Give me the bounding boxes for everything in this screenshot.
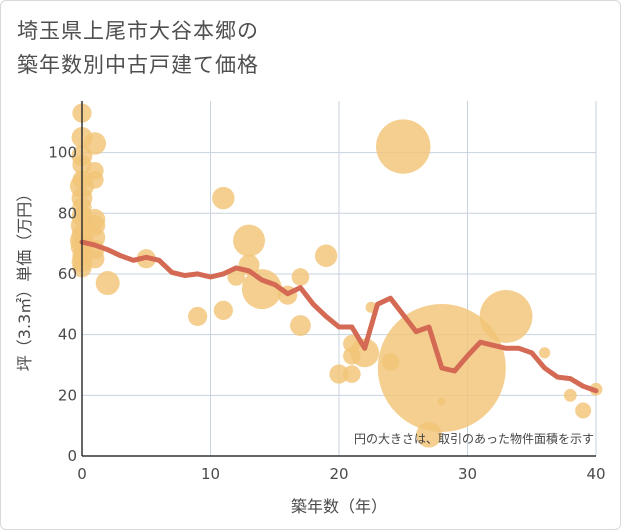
scatter-point-30 [233,224,266,257]
scatter-point-50 [563,388,577,402]
scatter-point-44 [376,119,431,174]
scatter-point-40 [343,365,361,383]
axes [81,101,596,457]
y-tick-label-20: 20 [58,386,77,404]
scatter-point-28 [213,300,233,320]
bubble-size-note: 円の大きさは、取引のあった物件面積を示す [354,431,594,446]
scatter-point-24 [95,271,120,296]
scatter-point-26 [188,306,208,327]
x-tick-label-10: 10 [201,465,220,483]
y-tick-label-80: 80 [58,204,77,222]
scatter-point-37 [329,364,349,384]
y-axis-label: 坪（3.3㎡）単価（万円） [15,186,34,371]
x-tick-label-30: 30 [458,465,477,483]
average-price-line [79,239,599,394]
y-tick-label-100: 100 [48,144,77,162]
grid-lines [82,101,597,456]
x-tick-label-40: 40 [586,465,605,483]
chart-title: 埼玉県上尾市大谷本郷の 築年数別中古戸建て価格 [17,19,259,77]
y-tick-label-0: 0 [67,447,77,465]
scatter-point-27 [212,186,235,210]
scatter-point-47 [437,397,446,406]
scatter-point-34 [291,268,310,286]
scatter-point-41 [350,338,380,368]
tick-labels: 0 10 20 30 40 0 20 40 60 80 100 [48,144,605,483]
scatter-point-35 [290,315,311,336]
x-axis-label: 築年数（年） [291,497,387,516]
scatter-point-48 [479,290,533,343]
scatter-point-32 [241,269,282,310]
scatter-point-23 [85,249,105,269]
x-tick-label-20: 20 [329,465,348,483]
scatter-point-18 [86,171,104,189]
y-tick-label-60: 60 [58,265,77,283]
y-tick-label-40: 40 [58,326,77,344]
scatter-point-36 [314,244,338,267]
scatter-point-49 [539,347,551,359]
scatter-point-51 [575,402,592,419]
x-tick-label-0: 0 [77,465,87,483]
scatter-bubbles [70,103,603,448]
scatter-point-16 [83,132,107,155]
